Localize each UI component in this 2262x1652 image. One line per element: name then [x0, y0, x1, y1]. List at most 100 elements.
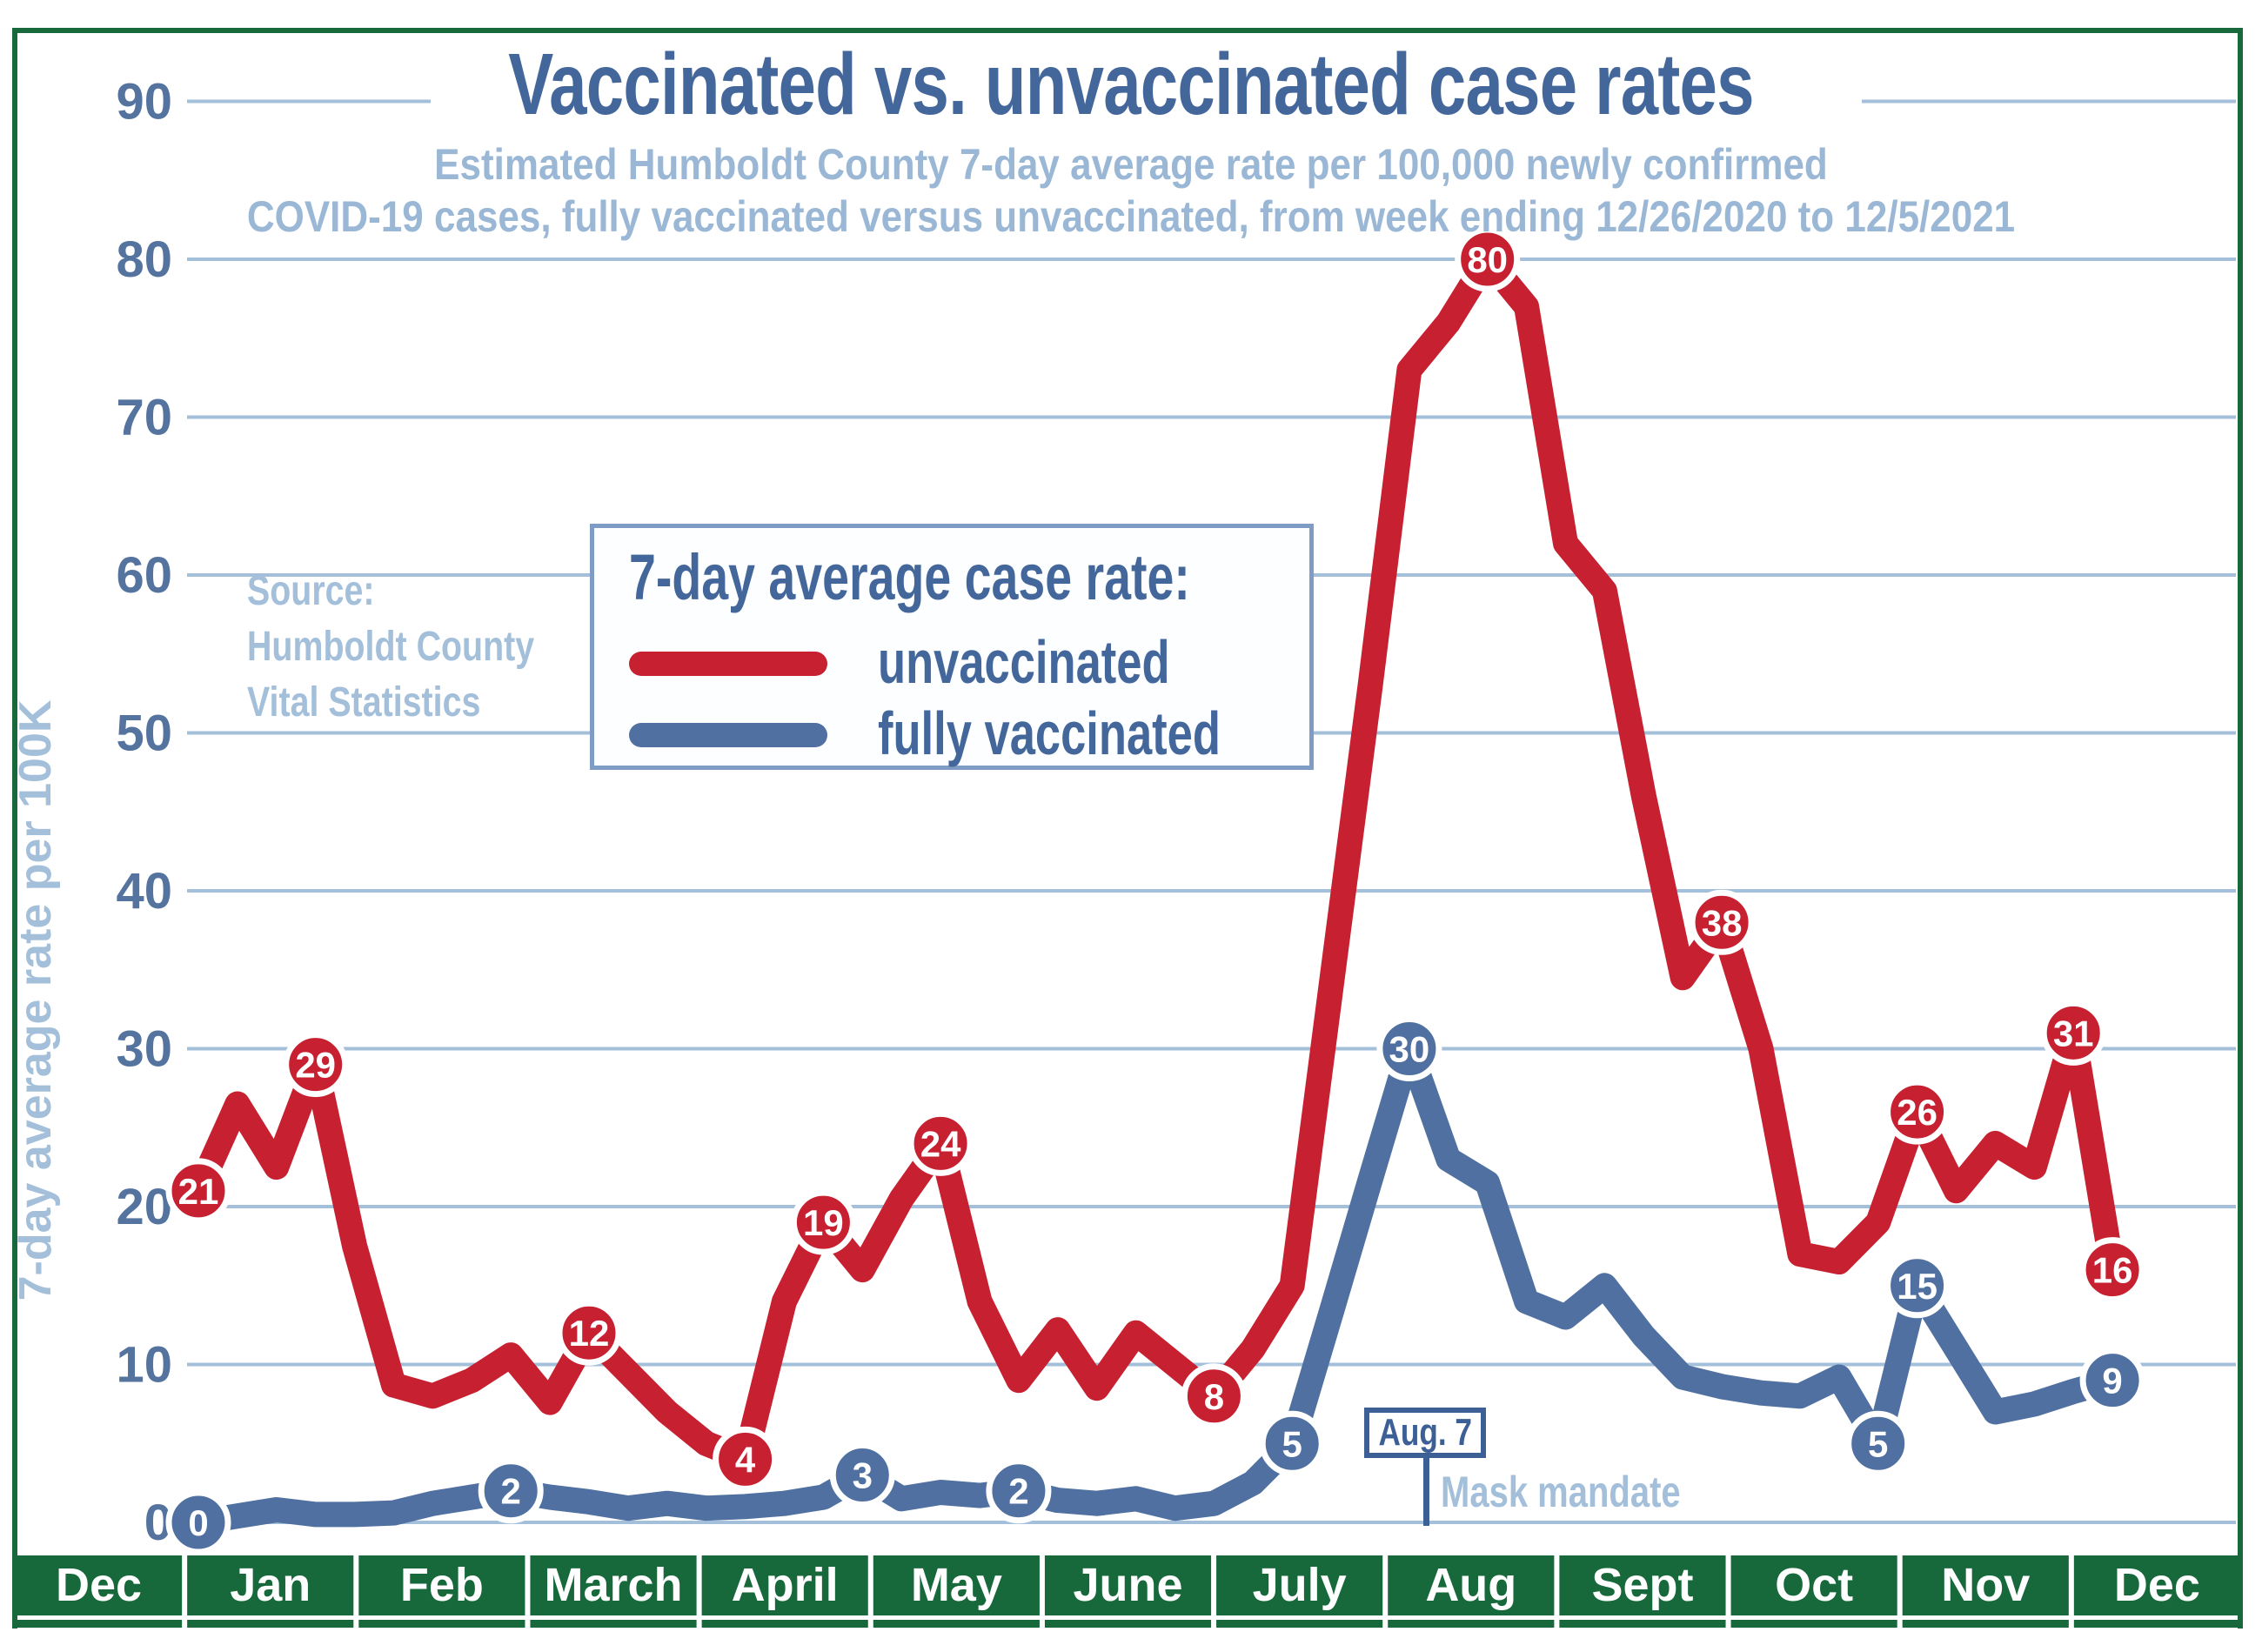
data-point-circle — [556, 1300, 622, 1366]
month-divider — [696, 1555, 702, 1628]
data-point-value: 24 — [920, 1123, 961, 1164]
unvaccinated-marker-21: 21 — [165, 1158, 231, 1224]
data-point-circle — [790, 1189, 856, 1255]
data-point-circle — [1845, 1410, 1911, 1476]
data-point-circle — [165, 1158, 231, 1224]
y-tick-label: 30 — [116, 1021, 172, 1078]
data-point-circle — [2040, 1000, 2106, 1066]
source-line2: Humboldt County — [247, 624, 535, 670]
data-point-circle — [478, 1458, 544, 1524]
data-point-value: 31 — [2053, 1013, 2094, 1053]
chart-subtitle-line1: Estimated Humboldt County 7-day average … — [434, 140, 1828, 189]
data-point-value: 30 — [1389, 1029, 1430, 1070]
data-point-value: 15 — [1897, 1266, 1937, 1307]
data-point-circle — [1181, 1363, 1247, 1429]
month-bar — [13, 1555, 2243, 1615]
month-divider — [1897, 1555, 1903, 1628]
unvaccinated-marker-8: 8 — [1181, 1363, 1247, 1429]
fully-vaccinated-marker-5: 5 — [1845, 1410, 1911, 1476]
y-tick-label: 10 — [116, 1337, 172, 1394]
month-divider — [1382, 1555, 1389, 1628]
data-point-value: 5 — [1868, 1423, 1888, 1464]
unvaccinated-marker-12: 12 — [556, 1300, 622, 1366]
mask-mandate-date-callout: Aug. 7 — [1364, 1408, 1486, 1458]
data-point-circle — [907, 1110, 974, 1176]
data-point-value: 4 — [735, 1439, 756, 1480]
legend-label-fully-vaccinated: fully vaccinated — [878, 699, 1221, 767]
month-divider — [1039, 1555, 1045, 1628]
data-point-value: 29 — [295, 1045, 336, 1086]
month-divider — [1554, 1555, 1560, 1628]
unvaccinated-marker-19: 19 — [790, 1189, 856, 1255]
month-label-jan: Jan — [230, 1559, 311, 1611]
data-point-circle — [1455, 226, 1521, 292]
data-point-value: 80 — [1467, 239, 1508, 280]
month-bar-underline — [13, 1620, 2243, 1628]
month-label-may: May — [911, 1559, 1002, 1611]
y-tick-label: 80 — [116, 231, 172, 288]
data-point-value: 3 — [853, 1455, 873, 1496]
data-point-circle — [986, 1458, 1052, 1524]
chart-title: Vaccinated vs. unvaccinated case rates — [508, 36, 1754, 133]
legend-box: 7-day average case rate: unvaccinated fu… — [590, 524, 1314, 770]
data-point-value: 2 — [501, 1471, 521, 1512]
data-point-circle — [2079, 1237, 2145, 1303]
unvaccinated-marker-38: 38 — [1689, 889, 1755, 955]
mask-mandate-date: Aug. 7 — [1378, 1411, 1472, 1454]
mask-mandate-label: Mask mandate — [1441, 1468, 1681, 1516]
unvaccinated-marker-26: 26 — [1884, 1079, 1951, 1145]
month-label-sept: Sept — [1591, 1559, 1693, 1611]
y-tick-label: 60 — [116, 547, 172, 604]
month-label-dec: Dec — [56, 1559, 142, 1611]
month-divider — [2068, 1555, 2074, 1628]
month-label-march: March — [545, 1559, 683, 1611]
month-divider — [182, 1555, 188, 1628]
data-point-circle — [165, 1489, 231, 1555]
data-point-value: 9 — [2102, 1361, 2122, 1401]
fully-vaccinated-marker-0: 0 — [165, 1489, 231, 1555]
fully-vaccinated-marker-30: 30 — [1376, 1016, 1442, 1081]
data-point-value: 5 — [1282, 1423, 1302, 1464]
y-tick-label: 40 — [116, 863, 172, 920]
source-line1: Source: — [247, 568, 375, 614]
data-point-circle — [1884, 1253, 1951, 1319]
y-tick-label: 50 — [116, 706, 172, 762]
data-point-circle — [283, 1032, 349, 1098]
month-label-nov: Nov — [1941, 1559, 2030, 1611]
data-point-circle — [829, 1442, 895, 1508]
data-point-circle — [713, 1426, 779, 1492]
source-attribution: Source: Humboldt County Vital Statistics — [247, 564, 534, 731]
data-point-circle — [2079, 1348, 2145, 1414]
fully-vaccinated-marker-15: 15 — [1884, 1253, 1951, 1319]
data-point-circle — [1259, 1410, 1325, 1476]
fully-vaccinated-marker-5: 5 — [1259, 1410, 1325, 1476]
data-point-value: 38 — [1702, 902, 1743, 943]
data-point-value: 2 — [1008, 1471, 1028, 1512]
month-divider — [525, 1555, 531, 1628]
unvaccinated-marker-24: 24 — [907, 1110, 974, 1176]
y-tick-label: 70 — [116, 390, 172, 446]
y-tick-label: 20 — [116, 1179, 172, 1235]
chart-border-frame — [12, 28, 2243, 1629]
fully-vaccinated-marker-3: 3 — [829, 1442, 895, 1508]
month-label-oct: Oct — [1775, 1559, 1853, 1611]
fully-vaccinated-marker-2: 2 — [478, 1458, 544, 1524]
y-axis-title: 7-day average rate per 100K — [10, 699, 61, 1301]
month-divider — [867, 1555, 873, 1628]
month-label-april: April — [732, 1559, 839, 1611]
legend-heading: 7-day average case rate: — [629, 541, 1190, 613]
unvaccinated-marker-31: 31 — [2040, 1000, 2106, 1066]
y-tick-label: 90 — [116, 74, 172, 130]
month-label-feb: Feb — [400, 1559, 484, 1611]
month-label-dec: Dec — [2114, 1559, 2200, 1611]
unvaccinated-line — [185, 246, 2125, 1472]
unvaccinated-marker-16: 16 — [2079, 1237, 2145, 1303]
fully-vaccinated-marker-9: 9 — [2079, 1348, 2145, 1414]
data-point-value: 26 — [1897, 1092, 1937, 1133]
month-label-july: July — [1253, 1559, 1347, 1611]
data-point-value: 8 — [1204, 1376, 1224, 1417]
month-divider — [1725, 1555, 1731, 1628]
data-point-value: 16 — [2092, 1250, 2133, 1291]
month-divider — [353, 1555, 359, 1628]
